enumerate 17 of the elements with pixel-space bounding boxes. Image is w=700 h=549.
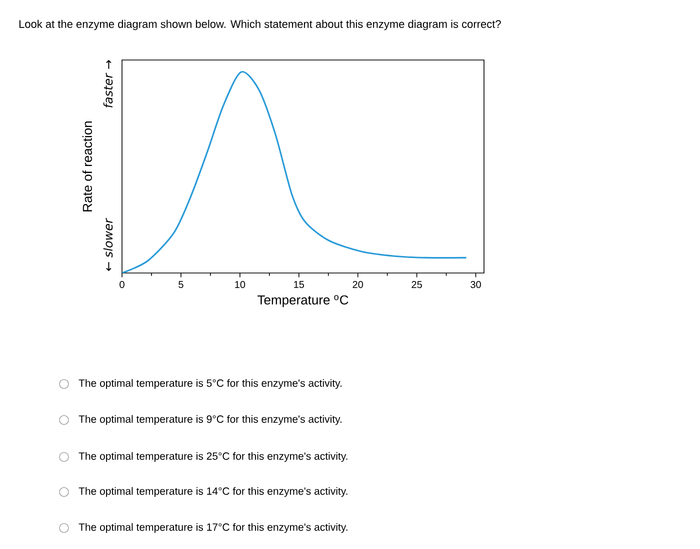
- x-tick-label: 10: [235, 281, 246, 288]
- text: The optimal temperature is 17°C for this enzyme's activity.: [78, 523, 348, 533]
- text: The optimal temperature is 9°C for this enzyme's activity.: [78, 415, 342, 425]
- text: The optimal temperature is 14°C for this enzyme's activity.: [78, 487, 348, 497]
- x-tick-label: 20: [352, 281, 364, 288]
- x-tick-label: 0: [120, 281, 124, 288]
- chart-title: Look at the enzyme diagram shown below. Which statement about this enzyme diagram is correct?: [19, 20, 501, 30]
- x-tick-label: 30: [470, 281, 481, 288]
- text: faster →: [103, 60, 113, 108]
- x-tick-label: 15: [294, 280, 304, 288]
- x-tick-label: 25: [412, 281, 422, 288]
- y-axis-title: Rate of reaction: [82, 121, 92, 212]
- text: The optimal temperature is 5°C for this enzyme's activity.: [78, 379, 342, 389]
- x-axis-title: Temperature $^{o}$C: [258, 295, 348, 308]
- x-tick-label: 5: [178, 280, 184, 288]
- text: ← slower: [103, 218, 113, 271]
- text: The optimal temperature is 25°C for this enzyme's activity.: [78, 452, 348, 462]
